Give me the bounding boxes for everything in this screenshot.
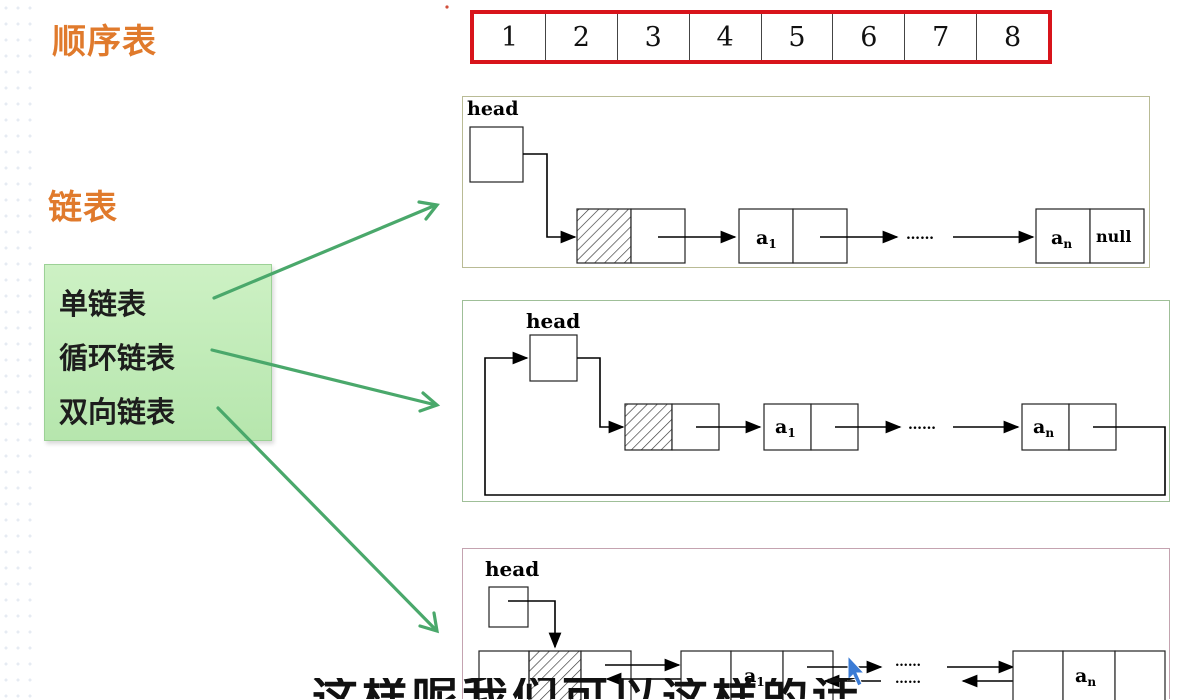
ellipsis: ……: [906, 227, 934, 243]
head-label: head: [526, 309, 580, 333]
node-an-data: [1035, 208, 1091, 264]
header-node-data: [624, 403, 673, 451]
doubly-linked-diagram: head a1 …… …… an: [462, 548, 1170, 700]
node-an-label: an: [1075, 665, 1096, 689]
array-cell: 2: [546, 14, 618, 60]
node-a1-label: a1: [756, 227, 777, 251]
node-an-next: [1114, 650, 1166, 700]
header-node-prev: [478, 650, 530, 700]
circular-linked-diagram: head a1 …… an: [462, 300, 1170, 502]
circular-connector-arrowhead: [418, 391, 441, 413]
node-an-data: [1021, 403, 1070, 451]
array-cell: 8: [1003, 21, 1022, 53]
node-an-label: an: [1051, 227, 1072, 251]
ellipsis: ……: [908, 417, 936, 433]
node-a1-label: a1: [775, 416, 796, 440]
head-label: head: [485, 557, 539, 581]
doubly-connector-arrowhead: [418, 611, 439, 634]
sequential-list-label: 顺序表: [52, 22, 157, 62]
red-dot-marker: [445, 5, 449, 9]
ellipsis: ……: [895, 655, 921, 670]
node-a1-label: a1: [744, 665, 765, 689]
header-node-next: [630, 208, 686, 264]
node-an-next: [1089, 208, 1145, 264]
array-cell: 1: [474, 14, 546, 60]
array-cell: 6: [833, 14, 906, 60]
circular-return-arrow: [484, 351, 1166, 496]
mouse-cursor-icon: [847, 654, 866, 687]
head-label: head: [467, 98, 519, 120]
circular-linked-item: 循环链表: [59, 341, 176, 375]
singly-linked-diagram: head a1 …… an null: [462, 96, 1150, 268]
header-node-data: [576, 208, 632, 264]
singly-connector-arrow: [212, 203, 438, 300]
circular-connector-arrow: [210, 348, 438, 407]
linked-list-label: 链表: [48, 188, 118, 228]
head-pointer-box: [469, 126, 524, 183]
array-cell: 3: [618, 14, 690, 60]
doubly-connector-arrow: [216, 406, 438, 632]
sequential-array: 1 2 3 4 5 6 7 8: [470, 10, 1052, 64]
background-dot-grid: [0, 0, 40, 699]
node-a1-data: [730, 650, 784, 700]
node-a1-data: [763, 403, 812, 451]
head-arrow: [523, 153, 577, 244]
doubly-linked-item: 双向链表: [59, 395, 176, 429]
node-a1-next: [792, 208, 848, 264]
ellipsis: ……: [895, 672, 921, 687]
node-a1-data: [738, 208, 794, 264]
array-cell: 7: [905, 14, 978, 60]
subtitle-caption: 这样呢我们可以这样的话: [312, 678, 862, 699]
head-pointer-box: [529, 334, 578, 382]
head-arrow: [577, 357, 625, 434]
singly-linked-item: 单链表: [59, 287, 147, 321]
node-an-data: [1062, 650, 1116, 700]
array-cell: 5: [762, 14, 834, 60]
array-cell: 4: [690, 14, 762, 60]
singly-connector-arrowhead: [417, 200, 440, 221]
node-an-prev: [1012, 650, 1064, 700]
null-label: null: [1096, 227, 1131, 246]
node-an-label: an: [1033, 416, 1054, 440]
head-pointer-box: [488, 586, 529, 628]
head-arrow: [508, 600, 562, 649]
list-types-box: 单链表 循环链表 双向链表: [44, 264, 272, 441]
